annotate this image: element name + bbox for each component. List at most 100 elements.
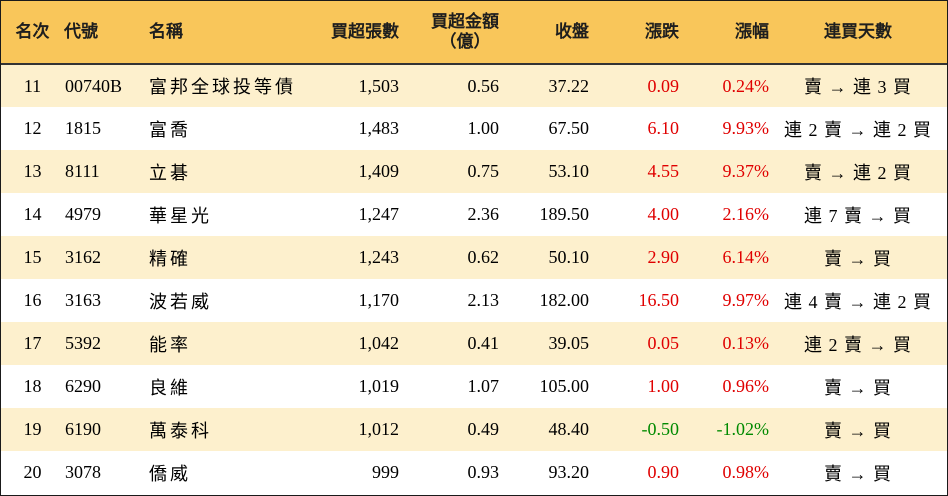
cell-change: 4.55 [647,161,680,181]
cell-code: 8111 [65,161,100,181]
cell-net-buy-amount: 0.62 [467,247,500,267]
cell-close: 105.00 [539,376,590,396]
cell-net-buy-amount: 0.93 [467,462,500,482]
cell-code: 00740B [65,75,123,96]
cell-net-buy-lots: 1,243 [358,247,400,267]
cell-net-buy-lots: 1,019 [358,376,400,396]
table-row: 19 6190 萬泰科 1,012 0.49 48.40 -0.50 -1.02… [1,408,947,451]
cell-net-buy-lots: 1,409 [358,161,400,181]
cell-close: 39.05 [548,333,590,353]
cell-name: 波若威 [149,291,212,312]
cell-net-buy-amount: 0.56 [467,75,500,96]
cell-code: 6190 [65,419,101,439]
table-row: 17 5392 能率 1,042 0.41 39.05 0.05 0.13% 連… [1,322,947,365]
cell-streak: 連 2 賣 → 連 2 買 [784,119,932,140]
header-close: 收盤 [499,1,589,65]
table-row: 16 3163 波若威 1,170 2.13 182.00 16.50 9.97… [1,279,947,322]
header-change: 漲跌 [589,1,679,65]
cell-rank: 11 [23,75,42,96]
cell-name: 能率 [149,334,191,355]
cell-change-pct: 9.97% [722,290,770,310]
cell-rank: 12 [23,118,42,138]
cell-code: 3078 [65,462,101,482]
cell-code: 3163 [65,290,101,310]
header-code: 代號 [64,1,149,65]
cell-net-buy-lots: 1,503 [358,75,400,96]
header-streak: 連買天數 [769,1,947,65]
cell-change: 16.50 [638,290,680,310]
cell-net-buy-amount: 0.49 [467,419,500,439]
cell-name: 立碁 [149,162,191,183]
cell-name: 精確 [149,248,191,269]
cell-rank: 19 [23,419,42,439]
cell-change-pct: 0.96% [722,376,770,396]
cell-streak: 連 2 賣 → 買 [804,334,912,355]
cell-change: 0.05 [647,333,680,353]
header-net-buy-amount-wrap: 買超金額 （億） [431,12,499,52]
cell-rank: 14 [23,204,42,224]
cell-close: 182.00 [539,290,590,310]
table-body: 11 00740B 富邦全球投等債 1,503 0.56 37.22 0.09 … [1,64,947,494]
cell-change-pct: 6.14% [722,247,770,267]
cell-code: 1815 [65,118,101,138]
cell-net-buy-lots: 1,483 [358,118,400,138]
cell-streak: 賣 → 買 [824,420,892,441]
table-row: 20 3078 僑威 999 0.93 93.20 0.90 0.98% 賣 →… [1,451,947,494]
cell-name: 華星光 [149,205,212,226]
table-row: 11 00740B 富邦全球投等債 1,503 0.56 37.22 0.09 … [1,64,947,107]
cell-close: 50.10 [548,247,590,267]
cell-change: 2.90 [647,247,680,267]
cell-streak: 賣 → 買 [824,377,892,398]
cell-close: 93.20 [548,462,590,482]
cell-streak: 連 7 賣 → 買 [804,205,912,226]
cell-change-pct: 2.16% [722,204,770,224]
cell-streak: 賣 → 買 [824,463,892,484]
cell-net-buy-amount: 0.41 [467,333,500,353]
cell-rank: 15 [23,247,42,267]
cell-name: 良維 [149,377,191,398]
cell-code: 5392 [65,333,101,353]
cell-change: 1.00 [647,376,680,396]
cell-net-buy-amount: 1.00 [467,118,500,138]
cell-change: 4.00 [647,204,680,224]
cell-name: 富邦全球投等債 [149,77,296,97]
cell-code: 6290 [65,376,101,396]
header-net-buy-amount: 買超金額 （億） [399,1,499,65]
header-rank: 名次 [1,1,64,65]
table-row: 15 3162 精確 1,243 0.62 50.10 2.90 6.14% 賣… [1,236,947,279]
cell-net-buy-lots: 1,247 [358,204,400,224]
cell-code: 3162 [65,247,101,267]
table-row: 13 8111 立碁 1,409 0.75 53.10 4.55 9.37% 賣… [1,150,947,193]
cell-change-pct: -1.02% [716,419,770,439]
cell-rank: 13 [23,161,42,181]
cell-code: 4979 [65,204,101,224]
cell-change: 6.10 [647,118,680,138]
cell-rank: 16 [23,290,42,310]
cell-rank: 18 [23,376,42,396]
table-row: 12 1815 富喬 1,483 1.00 67.50 6.10 9.93% 連… [1,107,947,150]
cell-close: 37.22 [548,75,590,96]
cell-streak: 賣 → 連 2 買 [804,162,912,183]
header-change-pct: 漲幅 [679,1,769,65]
cell-net-buy-amount: 2.36 [467,204,500,224]
cell-change-pct: 0.24% [722,75,770,96]
cell-close: 189.50 [539,204,590,224]
cell-change: 0.90 [647,462,680,482]
cell-close: 48.40 [548,419,590,439]
cell-change-pct: 9.93% [722,118,770,138]
cell-net-buy-amount: 0.75 [467,161,500,181]
cell-change: 0.09 [647,75,680,96]
cell-change-pct: 0.13% [722,333,770,353]
cell-net-buy-amount: 1.07 [467,376,500,396]
cell-streak: 賣 → 連 3 買 [804,77,912,97]
cell-net-buy-lots: 1,012 [358,419,400,439]
cell-rank: 20 [23,462,42,482]
table-row: 14 4979 華星光 1,247 2.36 189.50 4.00 2.16%… [1,193,947,236]
cell-change-pct: 0.98% [722,462,770,482]
cell-streak: 賣 → 買 [824,248,892,269]
cell-name: 僑威 [149,463,191,484]
cell-change: -0.50 [641,419,680,439]
header-row: 名次 代號 名稱 買超張數 買超金額 （億） 收盤 漲跌 漲幅 連買天數 [1,1,947,65]
